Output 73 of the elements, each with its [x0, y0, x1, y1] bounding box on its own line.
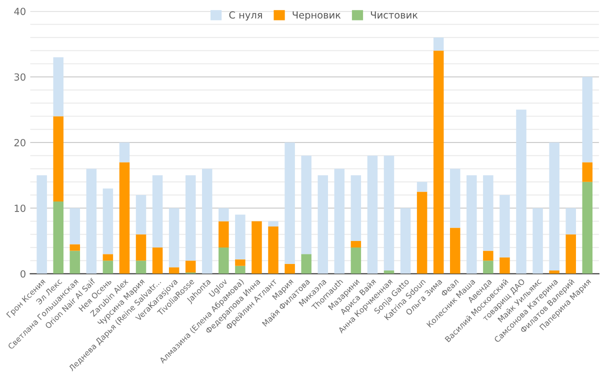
bar — [334, 168, 345, 274]
bar — [218, 208, 229, 222]
bar — [301, 156, 312, 254]
bar — [152, 248, 163, 274]
y-tick-label: 40 — [14, 8, 26, 16]
legend-label: С нуля — [229, 11, 262, 21]
bar — [70, 208, 80, 244]
legend-label: Чистовик — [370, 11, 418, 19]
bar — [350, 240, 362, 248]
y-tick-label: 20 — [14, 138, 26, 146]
bar — [466, 175, 477, 274]
bar — [252, 221, 262, 274]
bar — [102, 188, 114, 254]
bar — [86, 168, 97, 274]
bar — [268, 226, 278, 274]
bar — [136, 234, 146, 261]
bar — [350, 175, 362, 241]
bar — [36, 175, 47, 274]
bar — [566, 208, 576, 234]
bar — [532, 208, 543, 274]
bar — [136, 195, 146, 234]
bar — [582, 162, 593, 182]
bar — [235, 214, 246, 260]
bar — [516, 110, 526, 274]
bar — [450, 168, 460, 228]
bar — [483, 175, 494, 251]
bar — [500, 195, 510, 258]
bar — [119, 142, 130, 162]
bar — [168, 267, 180, 274]
bar — [318, 175, 328, 274]
bar — [284, 142, 295, 264]
bar — [235, 259, 246, 266]
bar — [582, 182, 593, 274]
bar — [416, 182, 428, 192]
bar — [416, 192, 428, 274]
bar — [400, 208, 411, 274]
bar — [433, 50, 444, 274]
bar — [235, 266, 246, 274]
bar — [185, 260, 196, 272]
bar — [152, 175, 163, 248]
bar — [168, 208, 180, 268]
bar — [218, 248, 229, 274]
y-tick-label: 30 — [14, 73, 26, 81]
bar — [268, 221, 278, 226]
bar — [384, 156, 394, 270]
bar — [367, 156, 378, 274]
legend-label: Черновик — [292, 11, 341, 21]
bar — [53, 202, 64, 274]
bar — [102, 260, 114, 274]
bar — [185, 175, 196, 261]
bar — [483, 250, 494, 261]
bar — [301, 254, 312, 274]
bar — [70, 244, 80, 251]
bar — [218, 221, 229, 248]
bar — [202, 168, 212, 274]
bar — [284, 264, 295, 274]
bar — [582, 76, 593, 162]
bar — [450, 228, 460, 274]
bar — [549, 270, 560, 274]
bar — [566, 234, 576, 274]
y-tick-label: 10 — [14, 204, 26, 212]
bar — [433, 38, 444, 51]
bar — [53, 57, 64, 116]
bar — [483, 260, 494, 274]
y-tick-label: 0 — [20, 270, 26, 278]
bar — [549, 142, 560, 270]
bar — [70, 250, 80, 274]
bar — [350, 248, 362, 274]
bar — [136, 260, 146, 274]
bar — [102, 254, 114, 261]
bar — [119, 162, 130, 274]
bar — [500, 257, 510, 274]
bar — [53, 116, 64, 202]
